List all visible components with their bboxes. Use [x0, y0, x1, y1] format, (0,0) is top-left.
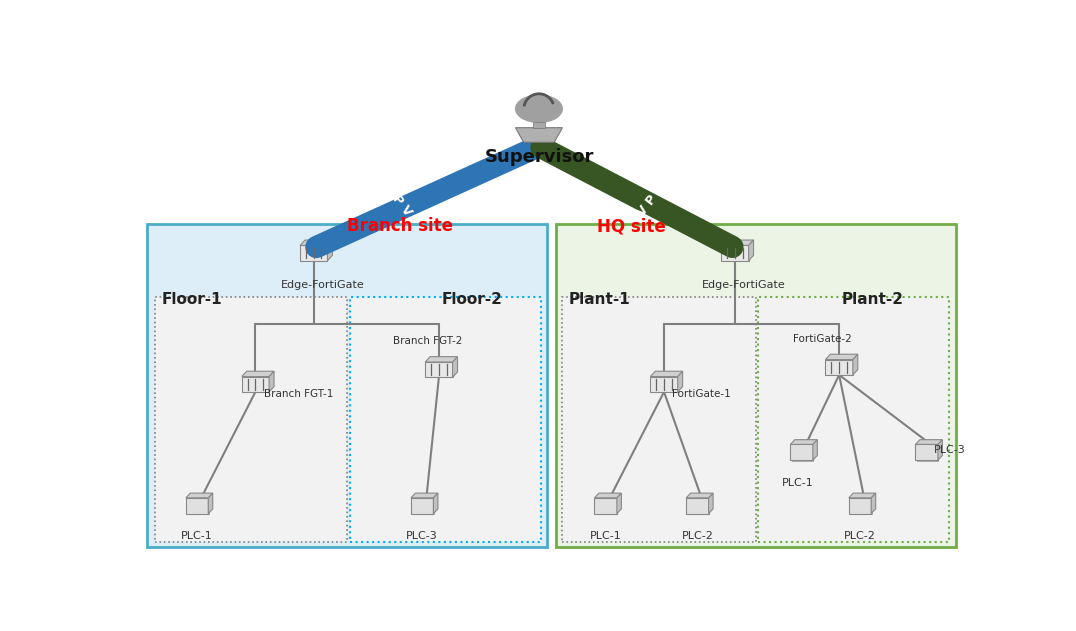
Polygon shape [749, 240, 753, 261]
FancyBboxPatch shape [792, 446, 815, 462]
Text: PLC-3: PLC-3 [933, 445, 965, 455]
Polygon shape [515, 127, 563, 142]
Polygon shape [678, 371, 682, 392]
Polygon shape [938, 440, 943, 460]
Text: HQ site: HQ site [597, 217, 666, 235]
Polygon shape [849, 493, 876, 498]
Polygon shape [872, 493, 876, 514]
Polygon shape [453, 357, 457, 377]
Polygon shape [721, 240, 753, 245]
Text: Branch FGT-1: Branch FGT-1 [264, 389, 334, 399]
Text: FortiGate-1: FortiGate-1 [672, 389, 731, 399]
Polygon shape [269, 371, 274, 392]
FancyBboxPatch shape [555, 224, 955, 547]
Text: Plant-1: Plant-1 [568, 292, 629, 307]
FancyBboxPatch shape [147, 224, 548, 547]
FancyBboxPatch shape [791, 444, 812, 460]
Text: FortiGate-2: FortiGate-2 [793, 334, 852, 344]
Text: Branch FGT-2: Branch FGT-2 [393, 336, 463, 346]
Polygon shape [650, 371, 682, 377]
Polygon shape [709, 493, 713, 514]
Polygon shape [186, 493, 213, 498]
FancyBboxPatch shape [411, 498, 434, 514]
Polygon shape [300, 240, 332, 245]
Text: Edge-FortiGate: Edge-FortiGate [281, 280, 364, 290]
Polygon shape [791, 440, 818, 444]
Text: PLC-2: PLC-2 [844, 531, 876, 541]
Text: Floor-2: Floor-2 [441, 292, 502, 307]
FancyBboxPatch shape [155, 297, 348, 542]
Polygon shape [825, 354, 858, 360]
FancyBboxPatch shape [596, 499, 619, 515]
Polygon shape [425, 357, 457, 362]
FancyBboxPatch shape [242, 377, 269, 392]
Text: N P V: N P V [381, 180, 414, 218]
Polygon shape [594, 493, 621, 498]
Polygon shape [327, 240, 332, 261]
FancyBboxPatch shape [686, 498, 709, 514]
Polygon shape [411, 493, 438, 498]
FancyBboxPatch shape [759, 297, 949, 542]
Text: PLC-2: PLC-2 [681, 531, 713, 541]
Text: Floor-1: Floor-1 [162, 292, 223, 307]
FancyBboxPatch shape [533, 122, 544, 127]
Text: Branch site: Branch site [348, 217, 453, 235]
Polygon shape [242, 371, 274, 377]
FancyBboxPatch shape [187, 499, 210, 515]
FancyBboxPatch shape [721, 245, 749, 261]
Text: Plant-2: Plant-2 [841, 292, 904, 307]
FancyBboxPatch shape [563, 297, 755, 542]
FancyBboxPatch shape [916, 444, 938, 460]
Polygon shape [853, 354, 858, 375]
FancyBboxPatch shape [350, 297, 540, 542]
FancyBboxPatch shape [300, 245, 327, 261]
FancyBboxPatch shape [850, 499, 873, 515]
Circle shape [515, 95, 563, 122]
FancyBboxPatch shape [825, 360, 853, 375]
Text: V P N: V P N [635, 180, 668, 218]
FancyBboxPatch shape [688, 499, 710, 515]
FancyBboxPatch shape [650, 377, 678, 392]
Text: Supervisor: Supervisor [484, 148, 594, 165]
Polygon shape [434, 493, 438, 514]
Polygon shape [916, 440, 943, 444]
Polygon shape [686, 493, 713, 498]
Text: PLC-1: PLC-1 [590, 531, 622, 541]
Polygon shape [812, 440, 818, 460]
Text: PLC-1: PLC-1 [781, 478, 813, 488]
FancyBboxPatch shape [917, 446, 939, 462]
FancyBboxPatch shape [849, 498, 872, 514]
Text: PLC-3: PLC-3 [407, 531, 438, 541]
Polygon shape [209, 493, 213, 514]
Text: Edge-FortiGate: Edge-FortiGate [702, 280, 785, 290]
FancyBboxPatch shape [186, 498, 209, 514]
Text: PLC-1: PLC-1 [181, 531, 213, 541]
FancyBboxPatch shape [412, 499, 435, 515]
FancyBboxPatch shape [425, 362, 453, 377]
FancyBboxPatch shape [594, 498, 617, 514]
Polygon shape [617, 493, 621, 514]
